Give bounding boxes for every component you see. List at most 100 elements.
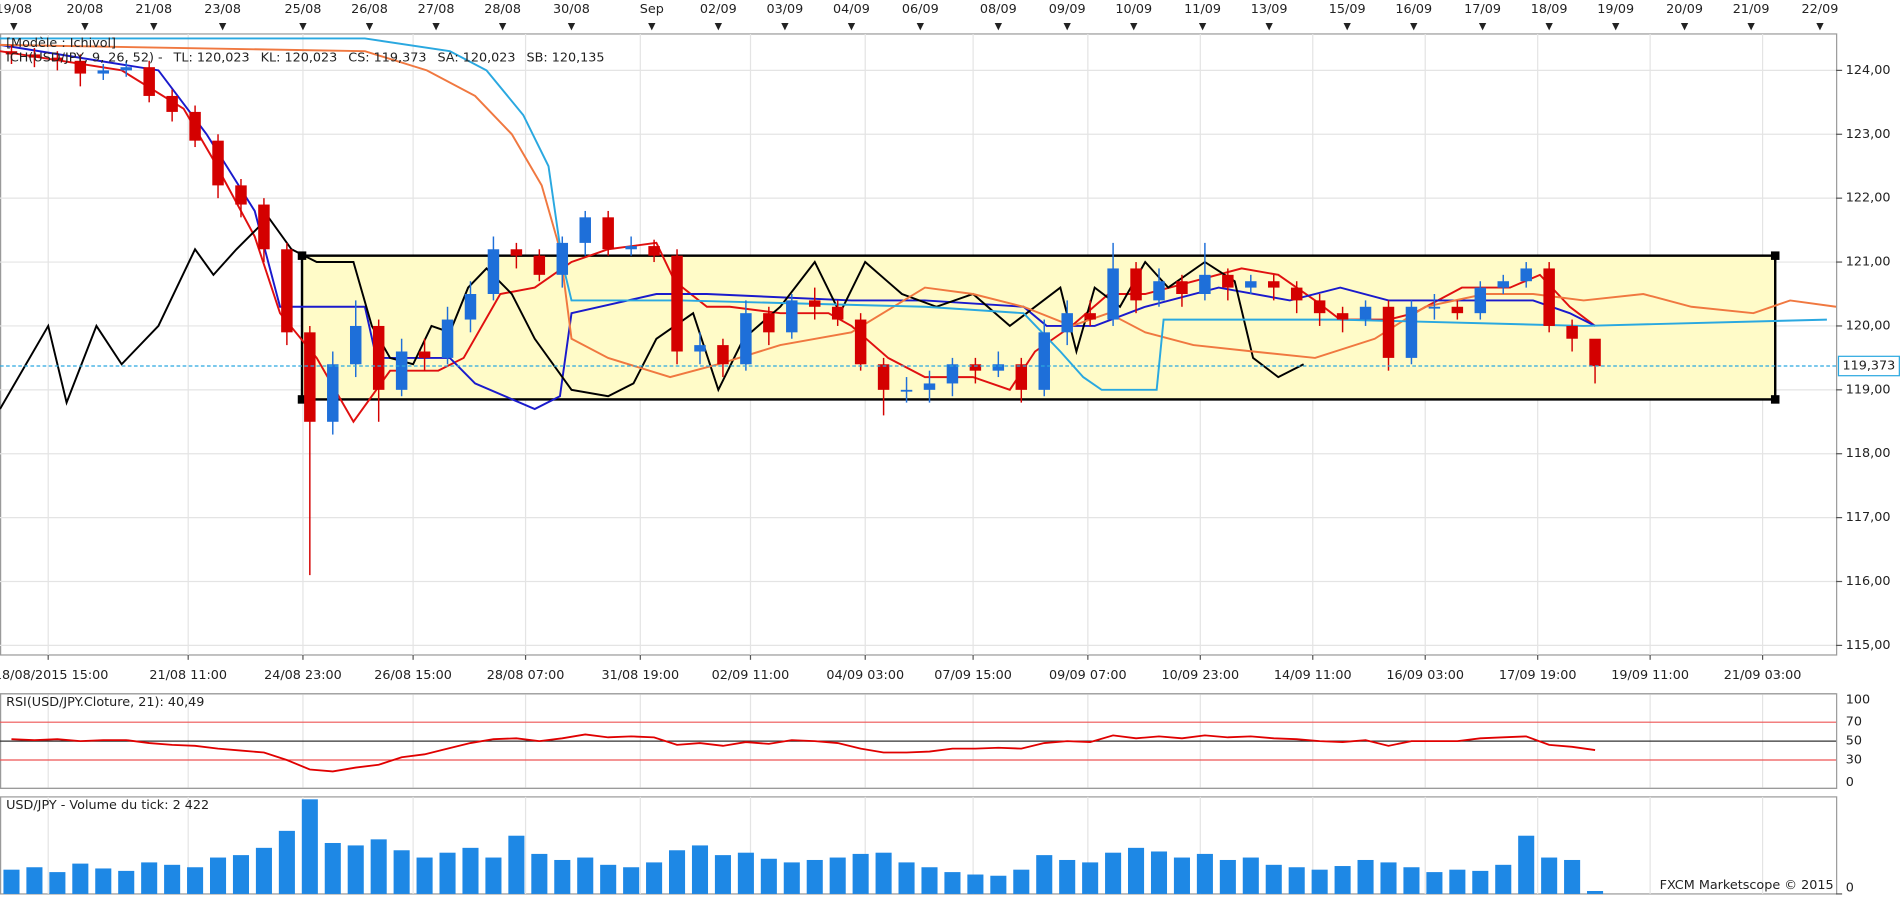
x-tick-label: 04/09 03:00 xyxy=(826,668,904,683)
candle-body xyxy=(1566,325,1578,339)
volume-bar xyxy=(1311,869,1328,894)
volume-bar xyxy=(1105,852,1122,894)
candle-body xyxy=(1543,268,1555,326)
top-x-tick-label: 22/09 xyxy=(1802,2,1839,17)
volume-bar xyxy=(209,857,227,894)
candle-body xyxy=(1061,313,1073,333)
volume-bar xyxy=(852,853,869,894)
indicator-line xyxy=(0,37,1827,391)
top-x-tick xyxy=(714,23,723,31)
volume-bar xyxy=(462,847,479,894)
candle-body xyxy=(969,364,982,371)
volume-bar xyxy=(278,830,295,894)
candle-body xyxy=(1382,306,1395,358)
volume-bar xyxy=(164,864,181,894)
candle-body xyxy=(1290,287,1303,301)
top-x-tick-label: 28/08 xyxy=(484,2,521,17)
top-x-tick-label: 02/09 xyxy=(700,2,737,17)
y-tick-label: 117,00 xyxy=(1846,510,1891,525)
candle-body xyxy=(97,70,110,74)
volume-bar xyxy=(301,799,318,894)
volume-bar xyxy=(118,870,135,894)
volume-bar xyxy=(232,855,250,894)
box-handle xyxy=(1770,395,1780,404)
volume-bar xyxy=(783,862,800,894)
top-x-tick xyxy=(1265,23,1273,31)
y-tick-label: 124,00 xyxy=(1846,63,1891,78)
candle-body xyxy=(1359,306,1372,320)
top-x-tick-label: 19/09 xyxy=(1597,2,1634,17)
top-x-tick xyxy=(299,23,307,31)
x-tick-label: 24/08 23:00 xyxy=(264,668,342,683)
indicator-readout: ICH(USD/JPY, 9, 26, 52) - xyxy=(6,51,163,66)
volume-bar xyxy=(1082,862,1099,894)
top-x-tick xyxy=(1680,23,1689,31)
candle-body xyxy=(235,185,247,205)
top-x-tick-label: 15/09 xyxy=(1329,2,1366,17)
top-x-tick-label: 09/09 xyxy=(1049,2,1086,17)
indicator-line xyxy=(0,43,1596,411)
volume-bar xyxy=(531,853,548,894)
volume-bar xyxy=(1357,859,1374,894)
volume-bar xyxy=(1150,851,1168,894)
candle-body xyxy=(1268,281,1280,288)
y-tick-label: 50 xyxy=(1846,734,1862,749)
volume-bar xyxy=(623,867,640,894)
candle-body xyxy=(1222,274,1234,288)
credit: FXCM Marketscope © 2015 xyxy=(1660,878,1834,893)
volume-bar xyxy=(187,867,204,894)
top-x-tick-label: 04/09 xyxy=(833,2,870,17)
top-x-tick xyxy=(648,23,656,31)
top-x-tick-label: Sep xyxy=(640,2,664,17)
top-x-tick xyxy=(1198,23,1207,31)
volume-bar xyxy=(1242,857,1259,894)
top-x-tick-label: 20/08 xyxy=(67,2,104,17)
candle-body xyxy=(533,255,546,275)
top-x-tick xyxy=(81,23,89,31)
candle-body xyxy=(1497,281,1509,288)
template-label: [Modèle : Ichivol] xyxy=(6,36,116,51)
top-x-tick xyxy=(847,23,856,31)
volume-bar xyxy=(508,835,525,894)
candle-body xyxy=(349,325,362,365)
top-x-tick xyxy=(150,23,158,31)
x-tick-label: 28/08 07:00 xyxy=(487,668,565,683)
last-price-label: 119,373 xyxy=(1842,359,1895,374)
top-x-tick-label: 08/09 xyxy=(980,2,1017,17)
candle-body xyxy=(1199,274,1211,295)
candle-body xyxy=(74,60,87,74)
candle-body xyxy=(854,319,867,365)
candle-body xyxy=(579,217,591,243)
volume-bar xyxy=(1265,864,1282,894)
y-tick-label: 121,00 xyxy=(1846,255,1891,270)
volume-bar xyxy=(714,855,731,894)
top-x-tick-label: 06/09 xyxy=(902,2,939,17)
top-x-tick xyxy=(994,23,1002,31)
volume-bar xyxy=(141,862,158,894)
candle-body xyxy=(1405,306,1418,358)
top-x-tick xyxy=(365,23,374,31)
x-tick-label: 18/08/2015 15:00 xyxy=(0,668,108,683)
volume-bar xyxy=(439,852,456,894)
volume-bar xyxy=(1449,869,1466,894)
candle-body xyxy=(418,351,431,358)
volume-bar xyxy=(347,845,364,894)
candle-body xyxy=(1038,332,1050,390)
y-tick-label: 122,00 xyxy=(1846,191,1891,206)
y-tick-label: 0 xyxy=(1846,775,1854,790)
y-tick-label: 115,00 xyxy=(1846,638,1891,653)
top-x-tick-label: 17/09 xyxy=(1464,2,1501,17)
volume-bar xyxy=(669,850,686,894)
volume-bar xyxy=(72,863,89,894)
x-tick-label: 31/08 19:00 xyxy=(601,668,679,683)
volume-bar xyxy=(393,850,410,894)
y-tick-label: 119,00 xyxy=(1846,382,1891,397)
top-x-tick-label: 30/08 xyxy=(553,2,590,17)
top-x-tick-label: 03/09 xyxy=(766,2,803,17)
x-tick-label: 02/09 11:00 xyxy=(712,668,790,683)
top-x-tick xyxy=(567,23,576,31)
candle-body xyxy=(487,249,500,295)
x-tick-label: 09/09 07:00 xyxy=(1049,668,1127,683)
top-x-tick xyxy=(1130,23,1138,31)
x-tick-label: 10/09 23:00 xyxy=(1161,668,1239,683)
